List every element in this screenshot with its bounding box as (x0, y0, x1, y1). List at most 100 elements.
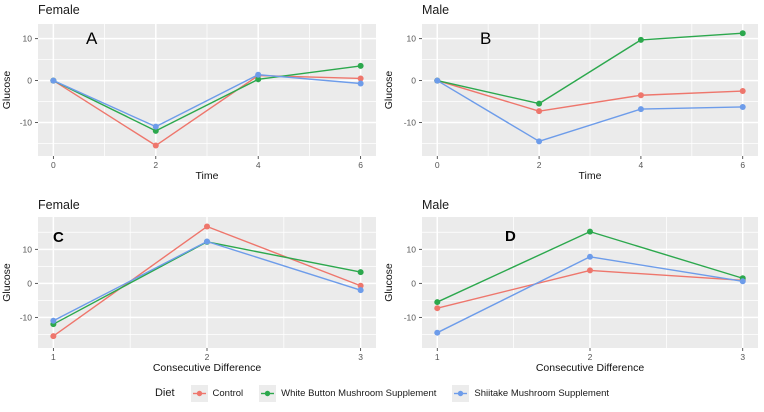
panel-annotation-letter: C (53, 229, 64, 246)
data-point-shiitake-mushroom-supplement (739, 278, 746, 285)
chart-svg: 1 2 3 -10 0 10 C Female Consecutive Difference Gl… (1, 198, 376, 374)
legend-item-control: Control (190, 384, 244, 402)
y-tick-label: 10 (23, 34, 33, 44)
series-line-shiitake-mushroom-supplement (52, 74, 362, 128)
data-point-shiitake-mushroom-supplement (50, 317, 57, 324)
data-point-white-button-mushroom-supplement (357, 62, 364, 69)
x-tick-label: 2 (537, 160, 542, 170)
y-tick-label: 0 (411, 278, 416, 288)
y-tick-label: 10 (23, 244, 33, 254)
y-tick-label: 0 (27, 76, 32, 86)
y-tick-label: -10 (404, 312, 417, 322)
data-point-white-button-mushroom-supplement (152, 127, 159, 134)
y-tick-label: 0 (27, 278, 32, 288)
panel-b-male-time-chart: 0 2 4 6 -10 0 10 B Male Time Glucose (382, 0, 764, 193)
x-tick-label: 0 (435, 160, 440, 170)
x-axis-title: Consecutive Difference (536, 362, 645, 374)
data-point-control (357, 282, 364, 289)
panel-annotation-letter: D (505, 228, 516, 245)
panel-title: Male (422, 3, 449, 17)
y-tick-label: -10 (20, 312, 33, 322)
data-point-shiitake-mushroom-supplement (587, 253, 593, 260)
data-point-control (204, 223, 210, 230)
legend-line-dot-icon-control (190, 384, 208, 402)
data-point-shiitake-mushroom-supplement (434, 77, 441, 84)
y-tick-label: 0 (411, 76, 416, 86)
data-point-control (536, 108, 543, 115)
legend-line-dot-icon-white-button-mushroom-supplement (259, 384, 277, 402)
legend-item-shiitake-mushroom-supplement: Shiitake Mushroom Supplement (452, 384, 610, 402)
data-point-shiitake-mushroom-supplement (255, 71, 262, 78)
legend: Diet Control White Button Mushroom Supple… (0, 378, 764, 408)
panel-title: Female (38, 198, 80, 212)
data-point-white-button-mushroom-supplement (434, 299, 441, 306)
data-point-shiitake-mushroom-supplement (357, 287, 364, 294)
legend-title: Diet (154, 387, 175, 399)
data-point-shiitake-mushroom-supplement (637, 106, 644, 113)
data-point-control (152, 142, 159, 149)
x-tick-label: 6 (740, 160, 745, 170)
panel-annotation-letter: B (480, 29, 491, 48)
x-axis-title: Time (579, 170, 602, 182)
series-line-shiitake-mushroom-supplement (436, 79, 744, 143)
legend-label: Shiitake Mushroom Supplement (474, 387, 610, 399)
chart-svg: 0 2 4 6 -10 0 10 B Male Time Glucose (383, 3, 758, 182)
series-line-white-button-mushroom-supplement (436, 32, 744, 105)
x-tick-label: 0 (51, 160, 56, 170)
series-line-white-button-mushroom-supplement (52, 65, 362, 132)
data-point-white-button-mushroom-supplement (536, 100, 543, 107)
data-point-control (357, 75, 364, 82)
chart-svg: 1 2 3 -10 0 10 D Male Consecutive Difference Gluc… (383, 198, 758, 374)
x-tick-label: 3 (358, 352, 363, 362)
legend-line-dot-icon-shiitake-mushroom-supplement (452, 384, 470, 402)
panel-title: Female (38, 3, 80, 17)
panel-title: Male (422, 198, 449, 212)
data-point-shiitake-mushroom-supplement (50, 77, 57, 84)
y-axis-title: Glucose (1, 263, 13, 302)
x-tick-label: 1 (51, 352, 56, 362)
x-tick-label: 3 (740, 352, 745, 362)
chart-svg: 0 2 4 6 -10 0 10 A Female Time Glucose (1, 3, 376, 182)
data-point-white-button-mushroom-supplement (739, 30, 746, 37)
panel-d-male-consecutive-difference-chart: 1 2 3 -10 0 10 D Male Consecutive Difference Gluc… (382, 195, 764, 375)
x-tick-label: 6 (358, 160, 363, 170)
x-tick-label: 2 (153, 160, 158, 170)
data-point-control (587, 267, 593, 274)
x-axis-title: Consecutive Difference (153, 362, 262, 374)
x-tick-label: 4 (256, 160, 261, 170)
data-point-white-button-mushroom-supplement (255, 76, 262, 83)
data-point-control (434, 305, 441, 312)
data-point-shiitake-mushroom-supplement (152, 123, 159, 130)
y-tick-label: 10 (407, 34, 417, 44)
data-point-control (50, 333, 57, 340)
data-point-white-button-mushroom-supplement (357, 269, 364, 276)
data-point-control (637, 92, 644, 99)
y-tick-label: -10 (404, 117, 417, 127)
y-tick-label: -10 (20, 117, 33, 127)
y-axis-title: Glucose (383, 263, 395, 302)
data-point-shiitake-mushroom-supplement (204, 238, 210, 245)
legend-label: White Button Mushroom Supplement (281, 387, 437, 399)
y-axis-title: Glucose (1, 71, 13, 110)
data-point-white-button-mushroom-supplement (587, 228, 593, 235)
legend-label: Control (212, 387, 244, 399)
panel-c-female-consecutive-difference-chart: 1 2 3 -10 0 10 C Female Consecutive Difference Gl… (0, 195, 382, 375)
legend-item-white-button-mushroom-supplement: White Button Mushroom Supplement (259, 384, 437, 402)
data-point-control (739, 88, 746, 95)
x-tick-label: 2 (588, 352, 593, 362)
x-tick-label: 4 (639, 160, 644, 170)
data-point-shiitake-mushroom-supplement (739, 103, 746, 110)
series-line-control (436, 79, 744, 112)
panel-annotation-letter: A (86, 29, 98, 48)
data-point-shiitake-mushroom-supplement (357, 80, 364, 87)
y-tick-label: 10 (407, 244, 417, 254)
data-point-shiitake-mushroom-supplement (536, 138, 543, 145)
y-axis-title: Glucose (383, 71, 395, 110)
data-point-shiitake-mushroom-supplement (434, 329, 441, 336)
panel-a-female-time-chart: 0 2 4 6 -10 0 10 A Female Time Glucose (0, 0, 382, 193)
x-tick-label: 2 (205, 352, 210, 362)
series-line-control (52, 74, 362, 147)
x-axis-title: Time (196, 170, 219, 182)
data-point-white-button-mushroom-supplement (637, 36, 644, 43)
